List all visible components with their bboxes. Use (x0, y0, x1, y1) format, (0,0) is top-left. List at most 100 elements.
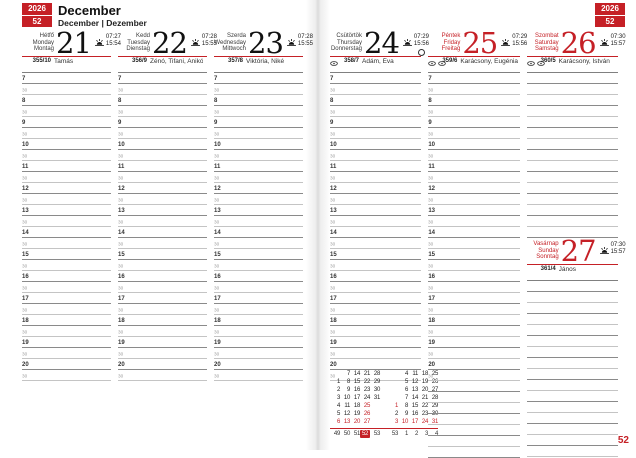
mini-calendar-day: 9 (404, 411, 408, 417)
half-hour-row: 30 (214, 106, 303, 117)
mini-calendar-day: 10 (343, 395, 350, 401)
name-day-row: 356/9 Zénó, Tifani, Anikó (118, 57, 207, 73)
hour-row: 19 (118, 337, 207, 348)
half-hour-label: 30 (428, 220, 434, 226)
hour-row: 16 (428, 271, 520, 282)
half-hour-label: 30 (214, 132, 220, 138)
half-hour-row: 30 (428, 194, 520, 205)
half-hour-label: 30 (330, 330, 336, 336)
hour-label: 14 (330, 230, 337, 236)
day-header: Szombat Saturday Samstag 26 07:30 15:57 360/5 K… (526, 29, 626, 73)
half-hour-row: 30 (22, 304, 111, 315)
mini-calendar-day: 16 (411, 411, 418, 417)
sunrise-time: 07:28 (297, 34, 313, 40)
hour-row: 10 (428, 139, 520, 150)
mini-calendar-day: 29 (431, 403, 438, 409)
mini-month-january: 4 11 18 25 5 12 19 26 6 13 20 27 7 14 21 28 1 8 15 22 29 2 9 16… (388, 370, 438, 426)
mini-calendar: 7 14 21 28 1 8 15 22 29 2 9 16 23 30 3 10 17 24 31 4 11 18 25 5… (330, 370, 438, 438)
day-ordinal: 360/5 (540, 58, 556, 64)
ruled-line (526, 150, 618, 161)
hour-row: 20 (22, 359, 111, 370)
hour-row: 11 (118, 161, 207, 172)
sun-times: 07:28 15:55 (190, 30, 217, 52)
half-hour-label: 30 (330, 220, 336, 226)
day-header-top: Szombat Saturday Samstag 26 07:30 15:57 (527, 29, 626, 58)
ruled-line (526, 369, 618, 380)
ruled-line (526, 205, 618, 216)
hour-row: 20 (428, 359, 520, 370)
ruled-line (526, 446, 618, 457)
hour-row: 12 (428, 183, 520, 194)
day-header: Péntek Friday Freitag 25 07:29 15:56 359/6 Kará… (428, 29, 527, 73)
header-rule (330, 56, 422, 57)
hour-row: 10 (330, 139, 422, 150)
hour-row: 7 (428, 73, 520, 84)
mini-calendar-day: 24 (363, 395, 370, 401)
half-hour-row: 30 (22, 282, 111, 293)
half-hour-label: 30 (428, 264, 434, 270)
half-hour-row: 30 (118, 238, 207, 249)
hour-label: 12 (428, 186, 436, 192)
sun-icon (94, 34, 104, 52)
half-hour-row: 30 (428, 150, 520, 161)
sun-icon (190, 34, 200, 52)
day-number: 24 (364, 26, 400, 60)
ruled-line (526, 73, 618, 84)
day-name-en: Thursday (336, 39, 362, 46)
full-moon-icon (417, 49, 425, 56)
sunrise-sunset: 07:29 15:56 (512, 34, 527, 52)
day-column-thursday: Csütörtök Thursday Donnerstag 24 07:29 15:56 3… (330, 26, 438, 458)
ruled-line (526, 347, 618, 358)
mini-calendar-day: 31 (431, 419, 438, 425)
hour-row: 15 (330, 249, 422, 260)
sunset-time: 15:55 (297, 40, 313, 47)
half-hour-label: 30 (428, 374, 434, 380)
half-hour-label: 30 (330, 242, 336, 248)
mini-calendar-day: 26 (363, 411, 370, 417)
half-hour-label: 30 (214, 198, 220, 204)
half-hour-label: 30 (330, 88, 336, 94)
day-names: Szombat Saturday Samstag (527, 30, 559, 53)
half-hour-label: 30 (22, 110, 28, 116)
mini-calendar-day: 25 (431, 371, 438, 377)
half-hour-row: 30 (118, 150, 207, 161)
hour-label: 7 (118, 76, 122, 82)
half-hour-label: 30 (118, 264, 124, 270)
sun-icon (599, 34, 609, 52)
hour-row: 19 (22, 337, 111, 348)
mini-calendar-day: 15 (411, 403, 418, 409)
name-day-row: 355/10 Tamás (22, 57, 111, 73)
hour-label: 13 (428, 208, 436, 214)
hour-row: 20 (118, 359, 207, 370)
sun-times: 07:29 15:56 (501, 30, 527, 52)
half-hour-row: 30 (118, 106, 207, 117)
hour-label: 15 (330, 252, 337, 258)
half-hour-label: 30 (330, 110, 336, 116)
hour-row: 13 (428, 205, 520, 216)
day-ordinal: 357/8 (227, 58, 243, 64)
hour-label: 16 (22, 274, 29, 280)
half-hour-label: 30 (428, 286, 434, 292)
half-hour-row: 30 (22, 370, 111, 381)
half-hour-label: 30 (118, 132, 124, 138)
hour-row: 16 (330, 271, 422, 282)
holiday-oval-icon (330, 53, 338, 71)
hour-row: 10 (214, 139, 303, 150)
half-hour-row: 30 (330, 348, 422, 359)
hour-label: 8 (22, 98, 26, 104)
half-hour-label: 30 (330, 154, 336, 160)
badge-year: 2026 (595, 3, 625, 16)
sunrise-sunset: 07:27 15:54 (106, 34, 121, 52)
mini-calendar-day: 20 (353, 419, 360, 425)
sunrise-time: 07:29 (413, 34, 429, 40)
day-header-top: Hétfő Monday Montag 21 07:27 15:54 (22, 29, 121, 58)
half-hour-label: 30 (214, 176, 220, 182)
half-hour-label: 30 (22, 154, 28, 160)
hour-label: 12 (330, 186, 337, 192)
hour-row: 16 (214, 271, 303, 282)
sunrise-time: 07:28 (201, 34, 217, 40)
half-hour-row: 30 (330, 106, 422, 117)
day-header-top: Kedd Tuesday Dienstag 22 07:28 15:55 (118, 29, 217, 58)
half-hour-label: 30 (22, 374, 28, 380)
ruled-line (526, 292, 618, 303)
